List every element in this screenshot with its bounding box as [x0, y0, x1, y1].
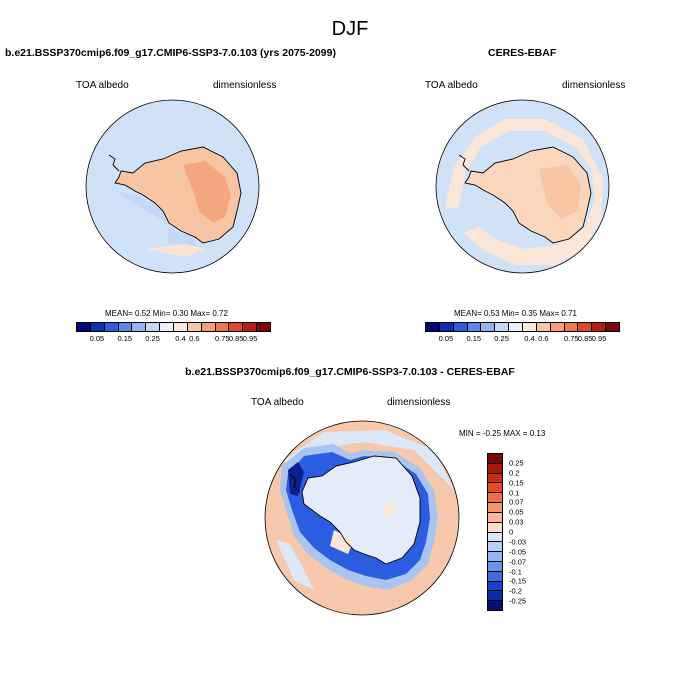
panel1-colorbar-swatch [174, 323, 188, 331]
panel3-colorbar-tick-label: -0.07 [509, 557, 527, 567]
panel3-colorbar-swatch [488, 473, 502, 484]
panel3-colorbar-tick-label: -0.05 [509, 547, 527, 557]
panel3-stats: MIN = -0.25 MAX = 0.13 [459, 429, 546, 438]
panel1-colorbar-swatch [146, 323, 161, 331]
panel2-colorbar-swatches [425, 322, 620, 332]
panel1-colorbar-swatch [77, 323, 91, 331]
panel3-colorbar-tick-label: 0.15 [509, 478, 524, 488]
panel3-units-label: dimensionless [387, 397, 451, 408]
panel3-colorbar-ticks: 0.25 0.2 0.15 0.1 0.07 0.05 0.03 0 -0.03 -0.05 -0.… [509, 453, 549, 611]
panel1-colorbar-swatch [104, 323, 119, 331]
panel2-colorbar-swatch [564, 323, 579, 331]
panel2-colorbar-tick-label: 0.75 [563, 334, 579, 343]
panel3-colorbar-swatch [488, 532, 502, 543]
panel2-colorbar-swatch [536, 323, 551, 331]
panel3-colorbar-swatch [488, 522, 502, 533]
panel1-colorbar-swatch [187, 323, 202, 331]
panel3-var-label: TOA albedo [251, 397, 304, 408]
panel2-colorbar-tick-label: 0.05 [438, 334, 454, 343]
panel1-map [85, 99, 260, 274]
panel1-colorbar-swatch [243, 323, 258, 331]
panel1-colorbar-swatch [215, 323, 230, 331]
panel1-colorbar-tick-label: 0.4 [175, 334, 186, 343]
panel1-var-label: TOA albedo [76, 80, 129, 91]
panel3-map [264, 420, 460, 616]
panel2-colorbar-swatch [426, 323, 440, 331]
panel1-colorbar-tick-label: 0.95 [242, 334, 258, 343]
panel3-colorbar-swatch [488, 601, 502, 610]
panel2-var-label: TOA albedo [425, 80, 478, 91]
panel2-colorbar-swatch [509, 323, 524, 331]
panel1-stats: MEAN= 0.52 Min= 0.30 Max= 0.72 [105, 309, 228, 318]
panel1-colorbar: 0.05 0.15 0.25 0.4 0.6 0.75 0.85 0.95 [76, 322, 271, 344]
panel3-colorbar-tick-label: -0.15 [509, 576, 527, 586]
panel3-colorbar-swatch [488, 571, 502, 582]
panel2-colorbar-swatch [467, 323, 482, 331]
panel3-colorbar-tick-label: -0.1 [509, 567, 522, 576]
panel2-colorbar-swatch [523, 323, 537, 331]
panel2-colorbar-swatch [453, 323, 468, 331]
panel2-colorbar-tick-label: 0.6 [538, 334, 549, 343]
panel1-colorbar-swatch [201, 323, 216, 331]
panel3-colorbar-swatch [488, 542, 502, 553]
panel3-colorbar-tick-label: -0.2 [509, 586, 522, 596]
panel3-colorbar-tick-label: 0 [509, 527, 514, 537]
panel2-colorbar: 0.05 0.15 0.25 0.4 0.6 0.75 0.85 0.95 [425, 322, 620, 344]
panel2-title: CERES-EBAF [488, 47, 557, 59]
panel2-units-label: dimensionless [562, 80, 626, 91]
panel3-colorbar-swatch [488, 454, 502, 464]
panel2-colorbar-tick-label: 0.85 [577, 334, 593, 343]
panel3-colorbar-swatch [488, 552, 502, 562]
panel2-colorbar-swatch [592, 323, 607, 331]
panel3-colorbar-swatch [488, 493, 502, 504]
panel3-colorbar-tick-label: 0.1 [509, 488, 520, 497]
panel3-colorbar-swatch [488, 483, 502, 494]
panel1-colorbar-swatch [90, 323, 105, 331]
panel3-colorbar-swatch [488, 561, 502, 572]
panel1-colorbar-swatches [76, 322, 271, 332]
panel2-colorbar-ticks: 0.05 0.15 0.25 0.4 0.6 0.75 0.85 0.95 [425, 332, 620, 344]
panel2-stats: MEAN= 0.53 Min= 0.35 Max= 0.71 [454, 309, 577, 318]
panel2-colorbar-tick-label: 0.15 [466, 334, 482, 343]
panel2-colorbar-tick-label: 0.25 [494, 334, 509, 343]
panel3-colorbar-tick-label: -0.25 [509, 596, 527, 606]
panel1-colorbar-ticks: 0.05 0.15 0.25 0.4 0.6 0.75 0.85 0.95 [76, 332, 271, 344]
panel1-colorbar-tick-label: 0.15 [117, 334, 133, 343]
panel1-colorbar-tick-label: 0.75 [214, 334, 230, 343]
panel1-colorbar-swatch [229, 323, 244, 331]
panel2-colorbar-tick-label: 0.95 [591, 334, 607, 343]
panel2-colorbar-swatch [550, 323, 565, 331]
panel3-colorbar-swatch [488, 512, 502, 523]
panel1-colorbar-swatch [132, 323, 147, 331]
panel3-colorbar-swatch [488, 503, 502, 513]
panel2-map [435, 99, 610, 274]
panel3-colorbar [487, 453, 503, 611]
panel3-colorbar-tick-label: 0.03 [509, 517, 524, 527]
panel1-colorbar-swatch [160, 323, 175, 331]
panel1-colorbar-tick-label: 0.25 [145, 334, 160, 343]
panel1-title: b.e21.BSSP370cmip6.f09_g17.CMIP6-SSP3-7.… [5, 47, 336, 59]
panel3-colorbar-tick-label: -0.03 [509, 537, 527, 547]
panel2-colorbar-swatch [578, 323, 593, 331]
panel2-colorbar-swatch [606, 323, 620, 331]
panel2-colorbar-tick-label: 0.4 [524, 334, 535, 343]
panel3-colorbar-tick-label: 0.25 [509, 458, 524, 468]
panel2-colorbar-swatch [481, 323, 496, 331]
panel1-colorbar-tick-label: 0.05 [89, 334, 105, 343]
panel1-colorbar-swatch [118, 323, 133, 331]
panel3-colorbar-swatch [488, 591, 502, 602]
panel3-colorbar-swatch [488, 463, 502, 474]
panel3-colorbar-swatch [488, 581, 502, 592]
panel2-colorbar-swatch [495, 323, 510, 331]
panel1-colorbar-swatch [257, 323, 271, 331]
panel3-colorbar-tick-label: 0.05 [509, 507, 524, 517]
panel3-colorbar-tick-label: 0.07 [509, 497, 524, 507]
panel2-colorbar-swatch [439, 323, 454, 331]
panel1-colorbar-tick-label: 0.6 [189, 334, 200, 343]
panel1-units-label: dimensionless [213, 80, 277, 91]
panel3-colorbar-tick-label: 0.2 [509, 468, 520, 478]
figure-title: DJF [331, 18, 369, 40]
panel3-title: b.e21.BSSP370cmip6.f09_g17.CMIP6-SSP3-7.… [185, 366, 515, 378]
panel1-colorbar-tick-label: 0.85 [228, 334, 244, 343]
